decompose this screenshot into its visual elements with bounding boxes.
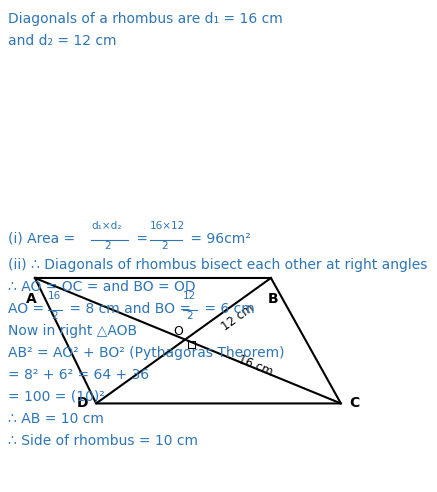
Text: ∴ Side of rhombus = 10 cm: ∴ Side of rhombus = 10 cm [8, 434, 198, 448]
Text: ∴ AO = OC = and BO = OD: ∴ AO = OC = and BO = OD [8, 280, 196, 294]
Text: d₁×d₂: d₁×d₂ [91, 221, 121, 231]
Text: =: = [132, 232, 153, 246]
Text: (i) Area =: (i) Area = [8, 232, 80, 246]
Text: O: O [173, 325, 183, 338]
Text: 16×12: 16×12 [150, 221, 185, 231]
Text: and d₂ = 12 cm: and d₂ = 12 cm [8, 34, 117, 48]
Text: 12 cm: 12 cm [219, 302, 257, 334]
Text: (ii) ∴ Diagonals of rhombus bisect each other at right angles: (ii) ∴ Diagonals of rhombus bisect each … [8, 258, 427, 272]
Text: = 8² + 6² = 64 + 36: = 8² + 6² = 64 + 36 [8, 368, 149, 382]
Text: AB² = AO² + BO² (Pythagoras Theorem): AB² = AO² + BO² (Pythagoras Theorem) [8, 346, 284, 360]
Text: A: A [26, 292, 36, 306]
Text: 16: 16 [48, 291, 61, 301]
Text: 2: 2 [161, 241, 168, 251]
Text: C: C [349, 397, 359, 410]
Text: = 100 = (10)²: = 100 = (10)² [8, 390, 105, 404]
Text: 16 cm: 16 cm [236, 353, 274, 379]
Text: B: B [267, 292, 278, 306]
Text: 12: 12 [183, 291, 196, 301]
Text: 2: 2 [52, 311, 58, 321]
Text: = 96cm²: = 96cm² [186, 232, 251, 246]
Text: Now in right △AOB: Now in right △AOB [8, 324, 137, 338]
Text: Diagonals of a rhombus are d₁ = 16 cm: Diagonals of a rhombus are d₁ = 16 cm [8, 12, 283, 26]
Text: = 8 cm and BO =: = 8 cm and BO = [65, 302, 195, 316]
Text: 2: 2 [104, 241, 111, 251]
Text: ∴ AB = 10 cm: ∴ AB = 10 cm [8, 412, 104, 426]
Text: = 6 cm: = 6 cm [200, 302, 255, 316]
Text: AO =: AO = [8, 302, 49, 316]
Text: D: D [76, 397, 88, 410]
Text: 2: 2 [187, 311, 193, 321]
